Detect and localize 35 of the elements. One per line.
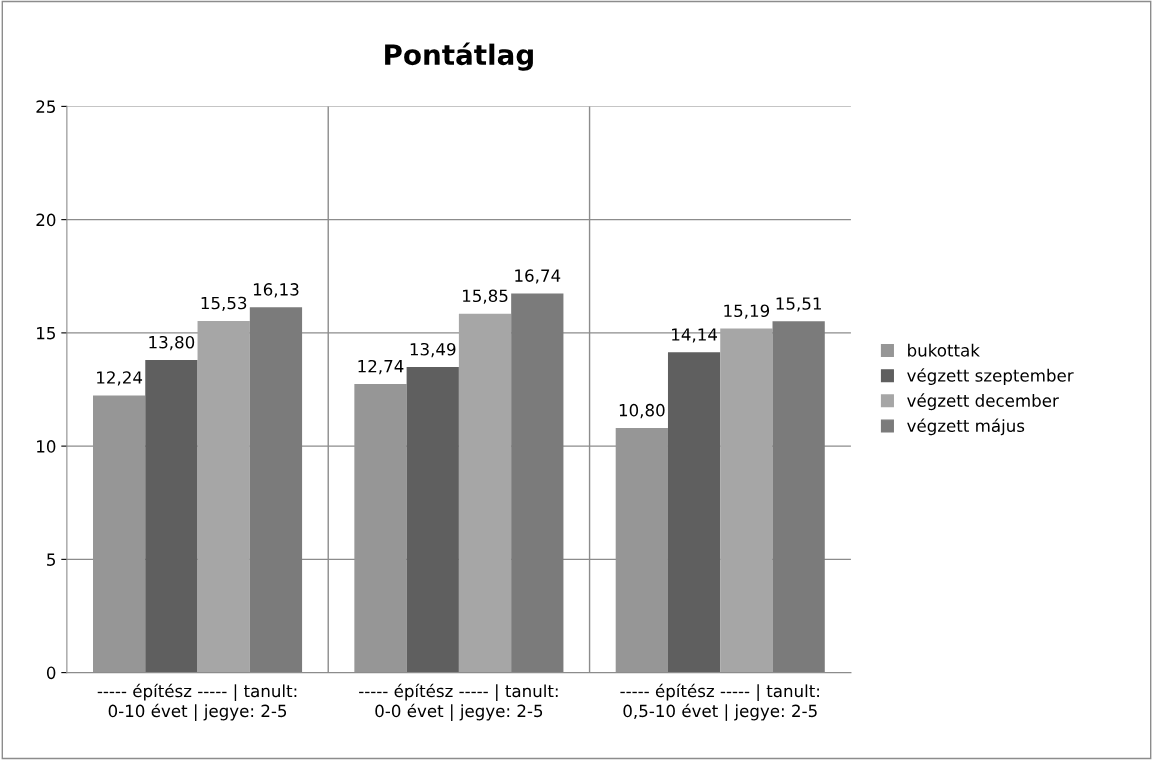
bar (406, 367, 459, 673)
data-label: 10,80 (619, 403, 665, 419)
chart-title: Pontátlag (385, 42, 533, 71)
y-tick-label: 25 (36, 100, 55, 113)
data-label: 13,80 (149, 335, 195, 351)
bar (511, 293, 564, 673)
data-label: 13,49 (410, 342, 456, 358)
legend-label: végzett május (907, 418, 1025, 436)
data-label: 16,13 (253, 283, 299, 298)
y-tick-label: 0 (46, 666, 56, 680)
data-label: 15,85 (463, 289, 508, 304)
bar (197, 320, 250, 673)
data-label: 12,74 (358, 359, 404, 375)
x-tick-label: ----- építész ----- | tanult: 0,5-10 évet | jegye: 2-5 (620, 683, 819, 721)
bar (772, 321, 825, 673)
bar (145, 360, 198, 673)
x-tick-label: ----- építész ----- | tanult: 0-10 évet | jegye: 2-5 (97, 683, 297, 721)
data-label: 15,53 (201, 296, 247, 312)
y-tick-label: 10 (37, 440, 56, 453)
data-label: 14,14 (672, 328, 718, 343)
data-label: 15,51 (776, 297, 821, 312)
data-label: 15,19 (724, 304, 770, 319)
bar (458, 313, 512, 673)
legend-label: végzett szeptember (907, 368, 1074, 385)
data-label: 16,74 (515, 269, 561, 284)
y-tick-label: 5 (47, 553, 55, 566)
x-tick-label: ----- építész ----- | tanult: 0-0 évet | jegye: 2-5 (359, 683, 558, 721)
data-label: 12,24 (97, 371, 143, 386)
y-tick-label: 20 (36, 213, 56, 227)
legend-label: bukottak (908, 343, 980, 357)
bar (249, 307, 303, 673)
bar (667, 352, 721, 673)
legend-label: végzett december (907, 393, 1059, 411)
y-tick-label: 15 (37, 327, 55, 340)
bar (720, 328, 773, 673)
